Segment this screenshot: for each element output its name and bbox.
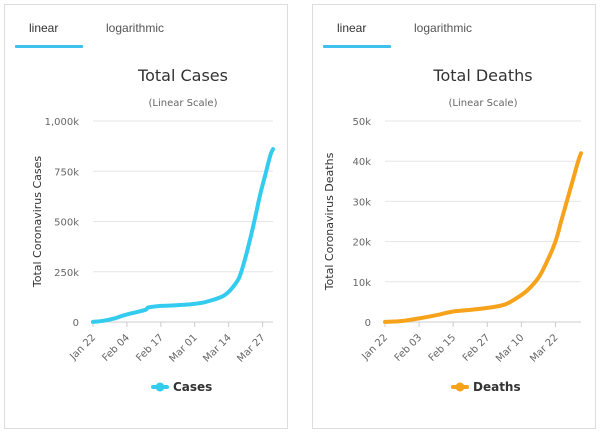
chart-title: Total Deaths bbox=[432, 66, 532, 85]
x-tick-label: Mar 10 bbox=[494, 332, 526, 364]
scale-tabs: linear logarithmic bbox=[313, 5, 595, 51]
x-tick-label: Feb 03 bbox=[393, 332, 425, 364]
series-line-deaths[interactable] bbox=[383, 151, 583, 324]
y-tick-label: 1,000k bbox=[45, 117, 80, 128]
y-axis-label: Total Coronavirus Deaths bbox=[323, 152, 336, 291]
series-line-cases[interactable] bbox=[91, 147, 275, 324]
y-tick-label: 40k bbox=[352, 157, 371, 168]
y-tick-label: 50k bbox=[352, 117, 371, 128]
y-tick-label: 10k bbox=[352, 278, 371, 289]
chart-title: Total Cases bbox=[137, 66, 228, 85]
x-tick-label: Feb 15 bbox=[427, 332, 459, 364]
y-tick-label: 0 bbox=[365, 318, 371, 329]
tab-logarithmic[interactable]: logarithmic bbox=[106, 21, 165, 35]
deaths-chart: Total Deaths (Linear Scale) 0 10k 20k 30k 40k 5… bbox=[323, 66, 583, 394]
legend-item-deaths[interactable]: Deaths bbox=[451, 380, 521, 394]
x-tick-label: Jan 22 bbox=[67, 332, 98, 363]
x-tick-label: Mar 27 bbox=[235, 332, 267, 364]
y-tick-label: 30k bbox=[352, 197, 371, 208]
scale-tabs: linear logarithmic bbox=[5, 5, 287, 51]
tab-linear[interactable]: linear bbox=[29, 21, 59, 35]
tab-linear[interactable]: linear bbox=[337, 21, 367, 35]
y-tick-label: 250k bbox=[54, 268, 79, 279]
x-tick-label: Mar 01 bbox=[167, 332, 199, 364]
chart-subtitle: (Linear Scale) bbox=[149, 98, 218, 109]
chart-panel-deaths: linear logarithmic Total Deaths (Linear S… bbox=[312, 4, 596, 429]
chart-subtitle: (Linear Scale) bbox=[449, 98, 518, 109]
y-tick-label: 500k bbox=[54, 218, 79, 229]
x-tick-label: Mar 14 bbox=[201, 332, 233, 364]
x-tick-label: Mar 22 bbox=[528, 332, 560, 364]
x-tick-label: Feb 17 bbox=[134, 332, 166, 364]
legend-label: Cases bbox=[173, 380, 212, 394]
y-tick-label: 0 bbox=[73, 318, 79, 329]
y-tick-label: 750k bbox=[54, 167, 79, 178]
legend-label: Deaths bbox=[473, 380, 521, 394]
x-tick-label: Feb 27 bbox=[461, 332, 493, 364]
x-tick-label: Feb 04 bbox=[100, 332, 132, 364]
y-tick-label: 20k bbox=[352, 238, 371, 249]
x-tick-label: Jan 22 bbox=[359, 332, 390, 363]
active-tab-underline bbox=[323, 45, 391, 48]
tab-logarithmic[interactable]: logarithmic bbox=[414, 21, 473, 35]
legend-item-cases[interactable]: Cases bbox=[151, 380, 212, 394]
y-axis-label: Total Coronavirus Cases bbox=[31, 156, 44, 289]
legend-marker bbox=[455, 382, 465, 392]
legend-marker bbox=[155, 382, 165, 392]
chart-panel-cases: linear logarithmic Total Cases (Linear Sc… bbox=[4, 4, 288, 429]
cases-chart: Total Cases (Linear Scale) 0 250k 500k 750k 1,… bbox=[31, 66, 275, 394]
active-tab-underline bbox=[15, 45, 83, 48]
